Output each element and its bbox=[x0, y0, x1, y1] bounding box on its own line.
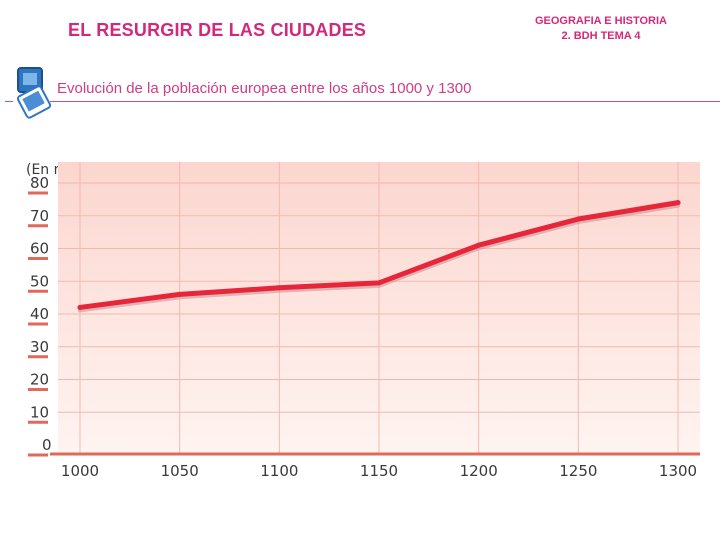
x-tick-label: 1050 bbox=[161, 462, 199, 480]
y-tick-label: 20 bbox=[30, 371, 49, 389]
course-info: GEOGRAFIA E HISTORIA 2. BDH TEMA 4 bbox=[506, 14, 696, 44]
data-point bbox=[476, 242, 482, 248]
header-divider-stub bbox=[5, 101, 13, 102]
data-point bbox=[675, 200, 681, 206]
y-tick-label: 10 bbox=[30, 403, 49, 421]
y-tick-label: 0 bbox=[42, 436, 52, 454]
data-point bbox=[575, 216, 581, 222]
chart-subtitle: Evolución de la población europea entre … bbox=[57, 80, 472, 97]
course-subject: GEOGRAFIA E HISTORIA bbox=[534, 15, 667, 27]
x-tick-label: 1300 bbox=[659, 462, 697, 480]
y-tick-label: 30 bbox=[30, 338, 49, 356]
y-tick-label: 60 bbox=[30, 240, 49, 258]
population-line-chart: (En millones de habitantes) 807060504030… bbox=[26, 162, 700, 480]
data-point bbox=[177, 291, 183, 297]
y-tick-label: 80 bbox=[30, 174, 49, 192]
data-point bbox=[376, 280, 382, 286]
data-point bbox=[77, 304, 83, 310]
x-tick-label: 1250 bbox=[559, 462, 597, 480]
page-title: EL RESURGIR DE LAS CIUDADES bbox=[68, 20, 367, 40]
y-tick-label: 40 bbox=[30, 305, 49, 323]
x-tick-label: 1200 bbox=[460, 462, 498, 480]
x-tick-label: 1150 bbox=[360, 462, 398, 480]
x-tick-label: 1000 bbox=[61, 462, 99, 480]
y-tick-label: 50 bbox=[30, 272, 49, 290]
series-line-shadow bbox=[78, 203, 680, 313]
header-divider bbox=[50, 101, 720, 102]
x-tick-label: 1100 bbox=[260, 462, 298, 480]
data-point bbox=[276, 285, 282, 291]
presentation-logo-icon bbox=[16, 67, 52, 119]
course-unit: 2. BDH TEMA 4 bbox=[561, 30, 641, 42]
y-tick-label: 70 bbox=[30, 207, 49, 225]
